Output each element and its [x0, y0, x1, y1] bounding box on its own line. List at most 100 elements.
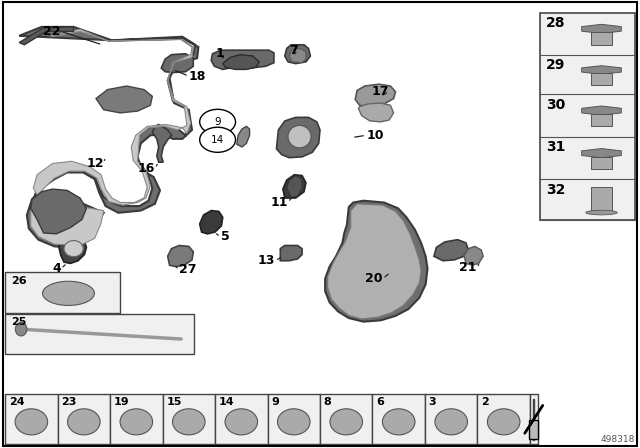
Text: 9: 9 [214, 117, 221, 127]
Text: 17: 17 [372, 85, 389, 98]
Text: 8: 8 [324, 397, 332, 407]
Ellipse shape [173, 409, 205, 435]
Bar [5, 394, 58, 444]
Polygon shape [328, 204, 421, 319]
Circle shape [200, 109, 236, 134]
Ellipse shape [64, 241, 83, 257]
Ellipse shape [488, 409, 520, 435]
Text: 16: 16 [138, 162, 155, 175]
Polygon shape [211, 50, 274, 69]
Polygon shape [152, 125, 172, 162]
Ellipse shape [120, 409, 152, 435]
Text: 20: 20 [365, 272, 383, 285]
Circle shape [200, 127, 236, 152]
Polygon shape [434, 240, 468, 261]
Bar [591, 32, 612, 44]
Bar [215, 394, 268, 444]
Polygon shape [59, 237, 86, 263]
Polygon shape [582, 66, 621, 74]
Bar [320, 394, 372, 444]
Polygon shape [237, 126, 250, 147]
Text: 25: 25 [12, 317, 27, 327]
Polygon shape [168, 246, 193, 267]
Polygon shape [464, 246, 483, 265]
Text: 23: 23 [61, 397, 77, 407]
Bar [540, 13, 635, 220]
Polygon shape [582, 24, 621, 34]
Polygon shape [19, 27, 74, 45]
Bar [530, 394, 538, 444]
Bar [163, 394, 215, 444]
Text: 24: 24 [9, 397, 24, 407]
Bar [5, 272, 120, 313]
Ellipse shape [15, 409, 47, 435]
Bar [425, 394, 477, 444]
Polygon shape [325, 201, 428, 322]
Polygon shape [287, 176, 302, 197]
Ellipse shape [288, 125, 311, 148]
Text: 13: 13 [258, 254, 275, 267]
Text: 27: 27 [179, 263, 196, 276]
Bar [591, 73, 612, 85]
Text: 30: 30 [546, 98, 565, 112]
Polygon shape [200, 211, 223, 234]
Polygon shape [285, 45, 310, 64]
Polygon shape [289, 48, 306, 63]
Ellipse shape [225, 409, 257, 435]
Bar [533, 399, 534, 440]
Polygon shape [161, 54, 193, 73]
Text: 32: 32 [546, 183, 565, 197]
Text: 29: 29 [546, 58, 565, 72]
Bar [591, 187, 612, 213]
Polygon shape [19, 27, 198, 247]
Text: 21: 21 [460, 261, 477, 275]
Text: 14: 14 [211, 135, 224, 145]
Text: 22: 22 [44, 25, 61, 38]
Text: 498318: 498318 [600, 435, 635, 444]
Polygon shape [31, 189, 86, 234]
Bar [5, 314, 194, 354]
Bar [591, 114, 612, 126]
Polygon shape [358, 103, 394, 122]
Ellipse shape [68, 409, 100, 435]
Bar [372, 394, 425, 444]
Ellipse shape [42, 281, 95, 306]
Ellipse shape [278, 409, 310, 435]
Text: 14: 14 [219, 397, 234, 407]
Text: 18: 18 [189, 69, 206, 83]
Text: 4: 4 [52, 262, 61, 276]
Bar [58, 394, 110, 444]
Polygon shape [31, 29, 193, 246]
Text: 31: 31 [546, 140, 565, 154]
Text: 12: 12 [86, 156, 104, 170]
Polygon shape [223, 55, 259, 69]
Bar [591, 157, 612, 169]
Polygon shape [276, 117, 320, 158]
Bar [110, 394, 163, 444]
Text: 6: 6 [376, 397, 384, 407]
Bar [268, 394, 320, 444]
Text: 9: 9 [271, 397, 279, 407]
Text: 5: 5 [221, 230, 230, 243]
Bar [477, 394, 530, 444]
Polygon shape [582, 149, 621, 158]
Polygon shape [355, 84, 396, 107]
Ellipse shape [435, 409, 467, 435]
Ellipse shape [586, 210, 617, 215]
Text: 11: 11 [271, 196, 288, 209]
Ellipse shape [330, 409, 362, 435]
Text: 10: 10 [366, 129, 383, 142]
Polygon shape [582, 106, 621, 115]
Polygon shape [280, 246, 302, 261]
Polygon shape [96, 86, 152, 113]
Text: 15: 15 [166, 397, 182, 407]
Ellipse shape [15, 323, 27, 336]
Bar [529, 420, 538, 439]
Text: 19: 19 [114, 397, 129, 407]
Text: 1: 1 [215, 47, 224, 60]
Text: 7: 7 [289, 43, 298, 57]
Text: 3: 3 [429, 397, 436, 407]
Text: 28: 28 [546, 16, 565, 30]
Text: 2: 2 [481, 397, 489, 407]
Polygon shape [283, 175, 306, 198]
